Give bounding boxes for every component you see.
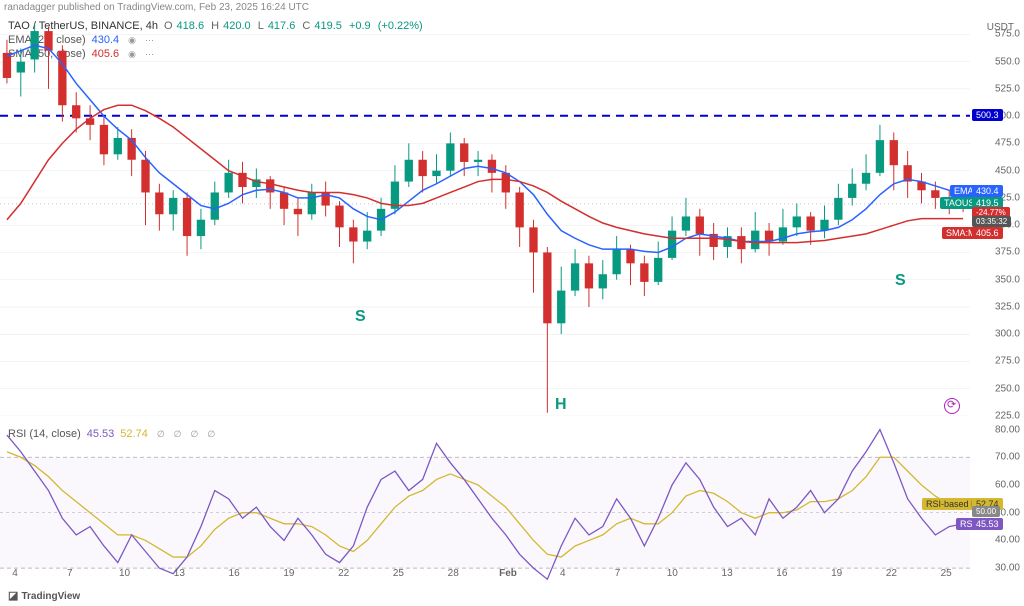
rsi-badge: 45.53	[972, 518, 1003, 530]
publish-info: ranadagger published on TradingView.com,…	[4, 2, 309, 13]
rsi-v2: 52.74	[120, 428, 148, 440]
price-chart[interactable]	[0, 18, 970, 416]
rsi-v1: 45.53	[87, 428, 115, 440]
time-axis[interactable]: 4710131619222528Feb47101316192225	[0, 568, 970, 582]
na-icon: ∅	[174, 429, 182, 440]
tradingview-logo[interactable]: TradingView	[8, 589, 80, 602]
price-badge: 03:35:32	[972, 216, 1011, 227]
price-badge: 405.6	[972, 227, 1003, 239]
rsi-badge: 50.00	[972, 506, 1000, 517]
pattern-label: H	[555, 396, 567, 414]
pattern-label: S	[895, 272, 906, 290]
replay-icon[interactable]	[944, 398, 960, 414]
rsi-chart[interactable]	[0, 424, 970, 582]
rsi-info: RSI (14, close) 45.53 52.74 ∅ ∅ ∅ ∅	[8, 428, 215, 440]
price-badge: 430.4	[972, 185, 1003, 197]
pattern-label: S	[355, 308, 366, 326]
na-icon: ∅	[191, 429, 199, 440]
price-badge: 500.3	[972, 109, 1003, 121]
na-icon: ∅	[157, 429, 165, 440]
na-icon: ∅	[207, 429, 215, 440]
rsi-label[interactable]: RSI (14, close)	[8, 428, 81, 440]
